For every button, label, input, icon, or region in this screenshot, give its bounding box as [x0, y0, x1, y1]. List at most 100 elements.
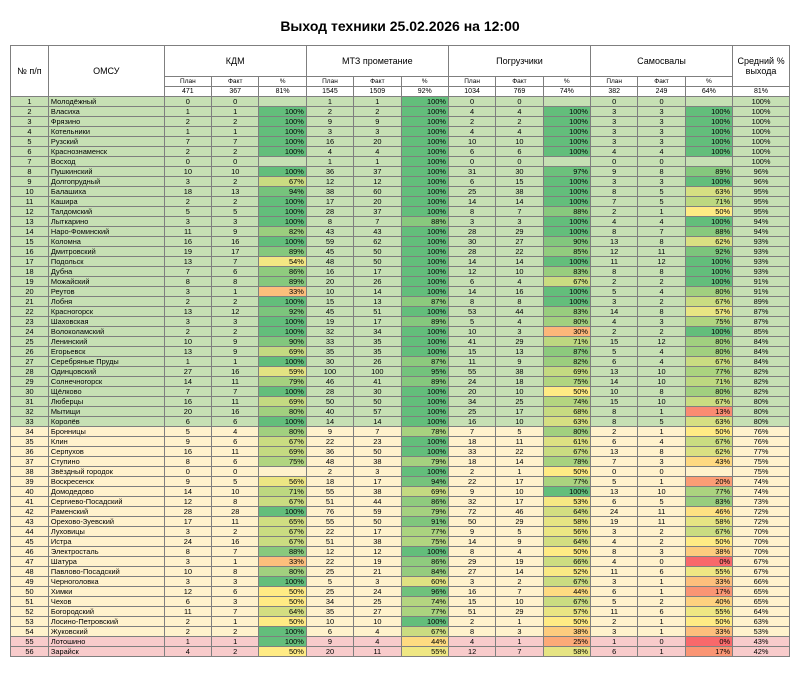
percent-cell: 80%	[542, 426, 591, 437]
plan-cell: 31	[447, 166, 497, 177]
omsu-name: Кашира	[47, 196, 165, 207]
fact-cell: 4	[637, 286, 686, 297]
percent-cell: 55%	[684, 606, 734, 617]
percent-cell: 80%	[258, 406, 307, 417]
omsu-name: Химки	[47, 586, 165, 597]
percent-cell: 100%	[684, 176, 734, 187]
percent-cell: 77%	[400, 526, 449, 537]
percent-cell: 100%	[542, 136, 591, 147]
plan-cell: 2	[589, 326, 639, 337]
percent-cell: 100%	[400, 96, 449, 107]
percent-cell	[258, 466, 307, 477]
fact-cell: 8	[211, 276, 260, 287]
percent-cell: 67%	[542, 576, 591, 587]
fact-cell: 29	[495, 606, 544, 617]
percent-cell: 33%	[684, 576, 734, 587]
plan-cell: 7	[163, 386, 213, 397]
avg-percent-cell: 93%	[732, 246, 790, 257]
omsu-name: Пушкинский	[47, 166, 165, 177]
plan-cell: 59	[305, 236, 355, 247]
plan-cell: 11	[447, 356, 497, 367]
row-number: 2	[10, 106, 49, 117]
fact-cell: 10	[637, 376, 686, 387]
avg-percent-cell: 53%	[732, 626, 790, 637]
fact-cell: 8	[495, 296, 544, 307]
fact-cell: 30	[353, 386, 402, 397]
row-number: 1	[10, 96, 49, 107]
row-number: 28	[10, 366, 49, 377]
percent-cell: 17%	[684, 586, 734, 597]
plan-cell: 28	[305, 206, 355, 217]
percent-cell: 13%	[684, 406, 734, 417]
fact-cell: 2	[637, 526, 686, 537]
omsu-name: Восход	[47, 156, 165, 167]
plan-cell: 20	[305, 646, 355, 657]
fact-cell: 3	[211, 576, 260, 587]
percent-cell: 100%	[400, 546, 449, 557]
omsu-name: Краснознаменск	[47, 146, 165, 157]
avg-percent-cell: 96%	[732, 166, 790, 177]
plan-cell: 100	[305, 366, 355, 377]
omsu-name: Серебряные Пруды	[47, 356, 165, 367]
avg-percent-cell: 70%	[732, 536, 790, 547]
fact-cell: 6	[637, 566, 686, 577]
plan-cell: 45	[305, 246, 355, 257]
plan-cell: 13	[589, 446, 639, 457]
percent-cell: 64%	[542, 506, 591, 517]
table-row: 47 Шатура 3 1 33% 22 19 86% 29 19 66% 4 0 0% 67%	[10, 556, 790, 567]
plan-cell: 55	[305, 516, 355, 527]
plan-cell: 41	[447, 336, 497, 347]
plan-cell: 43	[305, 226, 355, 237]
fact-cell: 10	[495, 136, 544, 147]
percent-cell: 30%	[542, 326, 591, 337]
plan-cell: 3	[589, 136, 639, 147]
fact-cell: 57	[353, 406, 402, 417]
report-title: Выход техники 25.02.2026 на 12:00	[280, 18, 520, 34]
row-number: 46	[10, 546, 49, 557]
table-row: 21 Лобня 2 2 100% 15 13 87% 8 8 100% 3 2 67% 89%	[10, 296, 790, 307]
fact-cell: 1	[211, 636, 260, 647]
fact-cell: 3	[637, 456, 686, 467]
plan-cell: 1	[305, 96, 355, 107]
omsu-name: Раменский	[47, 506, 165, 517]
percent-cell: 100%	[400, 116, 449, 127]
fact-cell: 3	[353, 576, 402, 587]
omsu-name: Богородский	[47, 606, 165, 617]
avg-percent-cell: 94%	[732, 216, 790, 227]
plan-cell: 19	[589, 516, 639, 527]
avg-percent-cell: 63%	[732, 616, 790, 627]
table-row: 39 Воскресенск 9 5 56% 18 17 94% 22 17 77% 5 1 20% 74%	[10, 476, 790, 487]
plan-cell: 36	[305, 166, 355, 177]
plan-cell: 8	[305, 216, 355, 227]
percent-cell: 94%	[258, 186, 307, 197]
plan-cell: 8	[589, 406, 639, 417]
table-row: 17 Подольск 13 7 54% 48 50 100% 14 14 100% 11 12 100%…	[10, 256, 790, 267]
row-number: 25	[10, 336, 49, 347]
fact-cell: 10	[211, 486, 260, 497]
table-row: 50 Химки 12 6 50% 25 24 96% 16 7 44% 6 1 17% 65%	[10, 586, 790, 597]
percent-cell: 58%	[542, 516, 591, 527]
percent-cell: 100%	[684, 136, 734, 147]
percent-cell: 33%	[258, 286, 307, 297]
plan-cell: 2	[305, 106, 355, 117]
fact-cell: 10	[211, 166, 260, 177]
fact-cell: 3	[637, 316, 686, 327]
row-number: 21	[10, 296, 49, 307]
percent-cell: 100%	[258, 106, 307, 117]
row-number: 4	[10, 126, 49, 137]
percent-cell: 79%	[258, 376, 307, 387]
fact-cell: 7	[495, 586, 544, 597]
fact-cell: 1	[211, 556, 260, 567]
plan-cell: 10	[163, 566, 213, 577]
plan-cell: 4	[589, 556, 639, 567]
row-number: 32	[10, 406, 49, 417]
header-loaders: Погрузчики	[447, 45, 591, 77]
total-cell: 64%	[684, 86, 734, 97]
fact-cell: 0	[637, 556, 686, 567]
row-number: 52	[10, 606, 49, 617]
percent-cell: 100%	[684, 106, 734, 117]
percent-cell: 58%	[542, 646, 591, 657]
omsu-name: Власиха	[47, 106, 165, 117]
table-row: 24 Волоколамский 2 2 100% 32 34 100% 10 3 30% 2 2 100…	[10, 326, 790, 337]
fact-cell: 11	[353, 646, 402, 657]
